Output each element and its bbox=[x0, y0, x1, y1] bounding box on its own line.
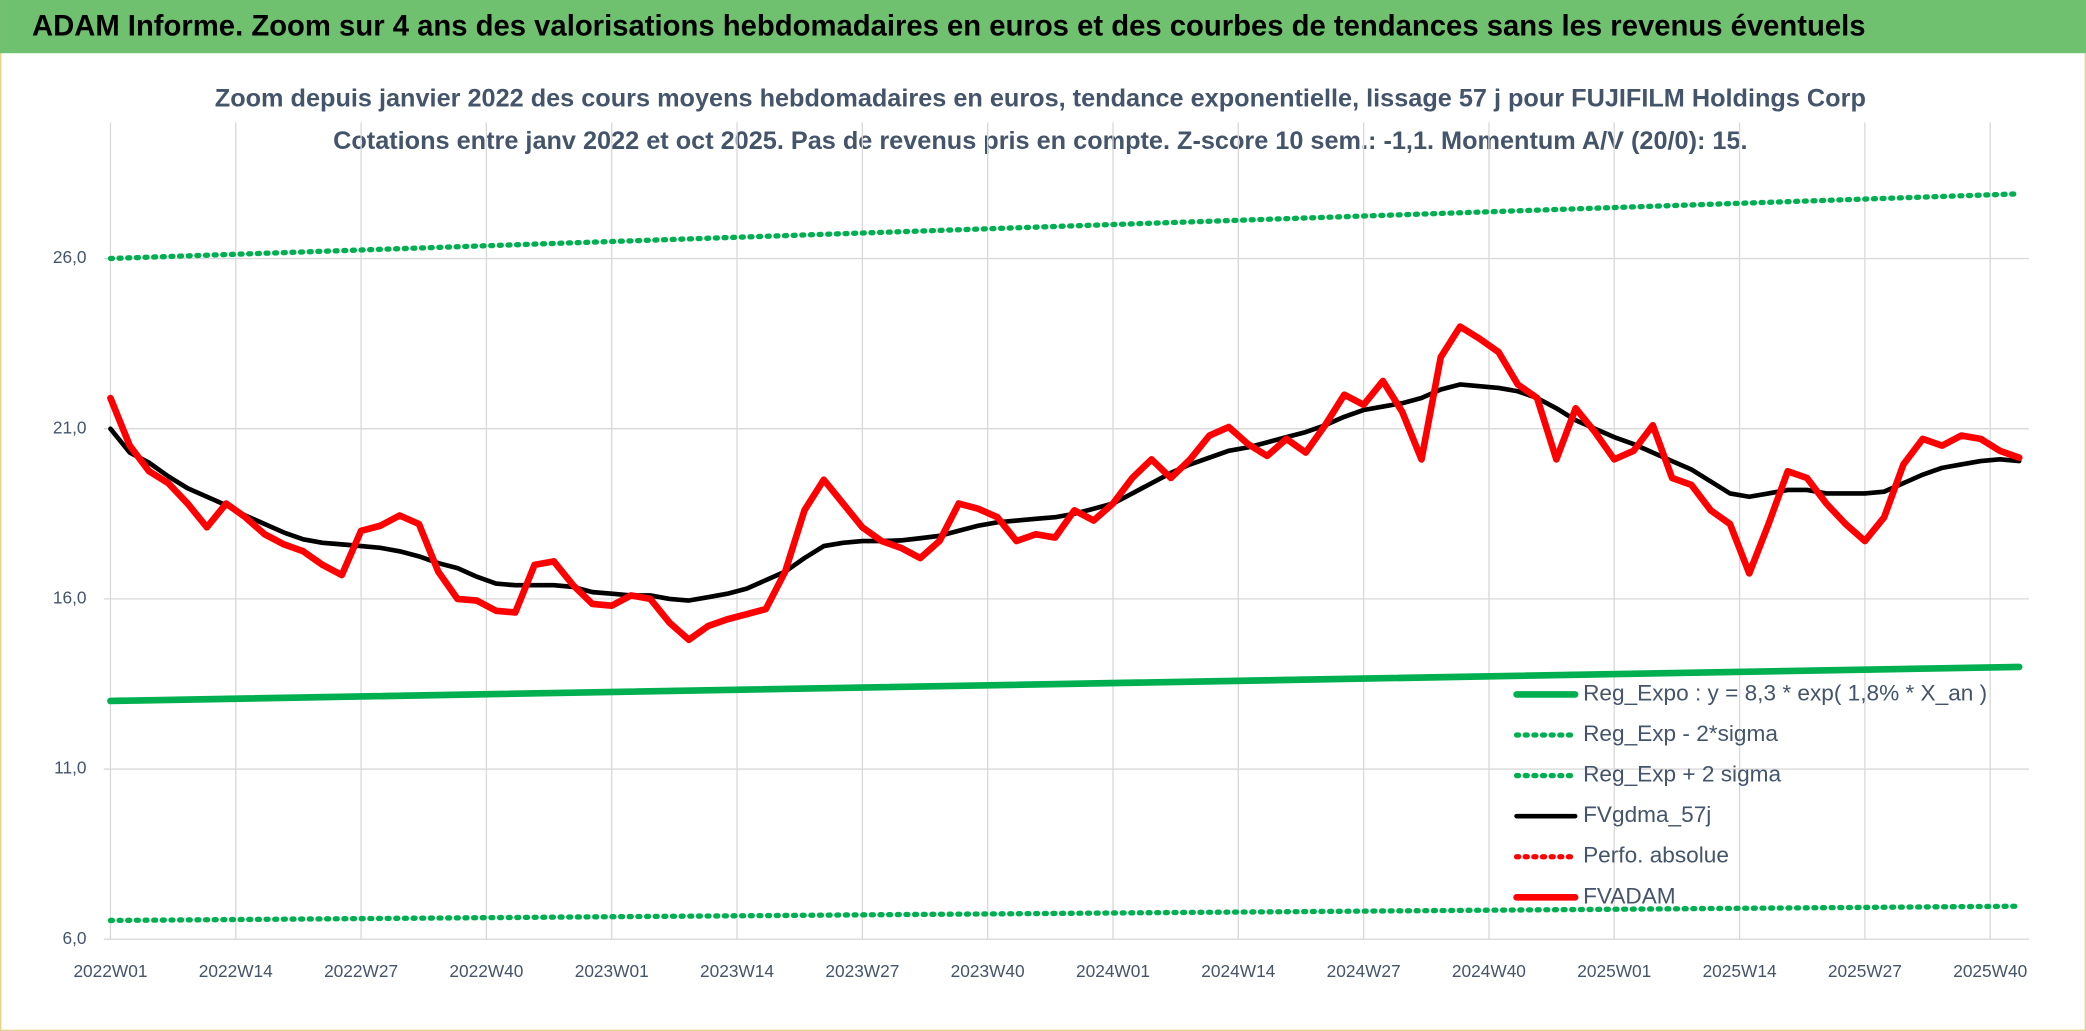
y-tick-label: 6,0 bbox=[62, 928, 86, 948]
x-tick-label: 2024W01 bbox=[1076, 961, 1150, 981]
series-line bbox=[107, 323, 2023, 644]
legend-label: Reg_Exp - 2*sigma bbox=[1583, 721, 1778, 746]
x-tick-label: 2024W40 bbox=[1452, 961, 1526, 981]
x-tick-label: 2022W27 bbox=[324, 961, 398, 981]
series-line bbox=[107, 903, 2022, 924]
series-line bbox=[107, 663, 2023, 705]
legend-label: FVgdma_57j bbox=[1583, 802, 1711, 827]
x-tick-label: 2024W27 bbox=[1327, 961, 1401, 981]
y-tick-label: 21,0 bbox=[53, 417, 87, 437]
chart-title: Zoom depuis janvier 2022 des cours moyen… bbox=[215, 84, 1866, 112]
legend-label: FVADAM bbox=[1583, 883, 1676, 908]
x-tick-label: 2023W01 bbox=[575, 961, 649, 981]
legend-label: Perfo. absolue bbox=[1583, 843, 1729, 868]
header-bar bbox=[0, 0, 2086, 54]
x-tick-label: 2022W01 bbox=[73, 961, 147, 981]
y-tick-label: 16,0 bbox=[53, 587, 87, 607]
y-tick-label: 11,0 bbox=[54, 758, 86, 778]
x-tick-label: 2024W14 bbox=[1201, 961, 1275, 981]
x-tick-label: 2022W14 bbox=[199, 961, 273, 981]
x-tick-label: 2025W27 bbox=[1828, 961, 1902, 981]
chart-subtitle: Cotations entre janv 2022 et oct 2025. P… bbox=[333, 127, 1747, 155]
series-line bbox=[107, 191, 2022, 262]
header-title: ADAM Informe. Zoom sur 4 ans des valoris… bbox=[32, 11, 1866, 43]
legend-label: Reg_Expo : y = 8,3 * exp( 1,8% * X_an ) bbox=[1583, 680, 1987, 705]
x-tick-label: 2023W40 bbox=[951, 961, 1025, 981]
x-tick-label: 2023W27 bbox=[825, 961, 899, 981]
series-line bbox=[108, 382, 2022, 603]
y-tick-label: 26,0 bbox=[53, 247, 87, 267]
x-tick-label: 2022W40 bbox=[449, 961, 523, 981]
legend-label: Reg_Exp + 2 sigma bbox=[1583, 762, 1781, 787]
x-tick-label: 2025W40 bbox=[1953, 961, 2027, 981]
x-tick-label: 2023W14 bbox=[700, 961, 774, 981]
x-tick-label: 2025W01 bbox=[1577, 961, 1651, 981]
x-tick-label: 2025W14 bbox=[1703, 961, 1777, 981]
